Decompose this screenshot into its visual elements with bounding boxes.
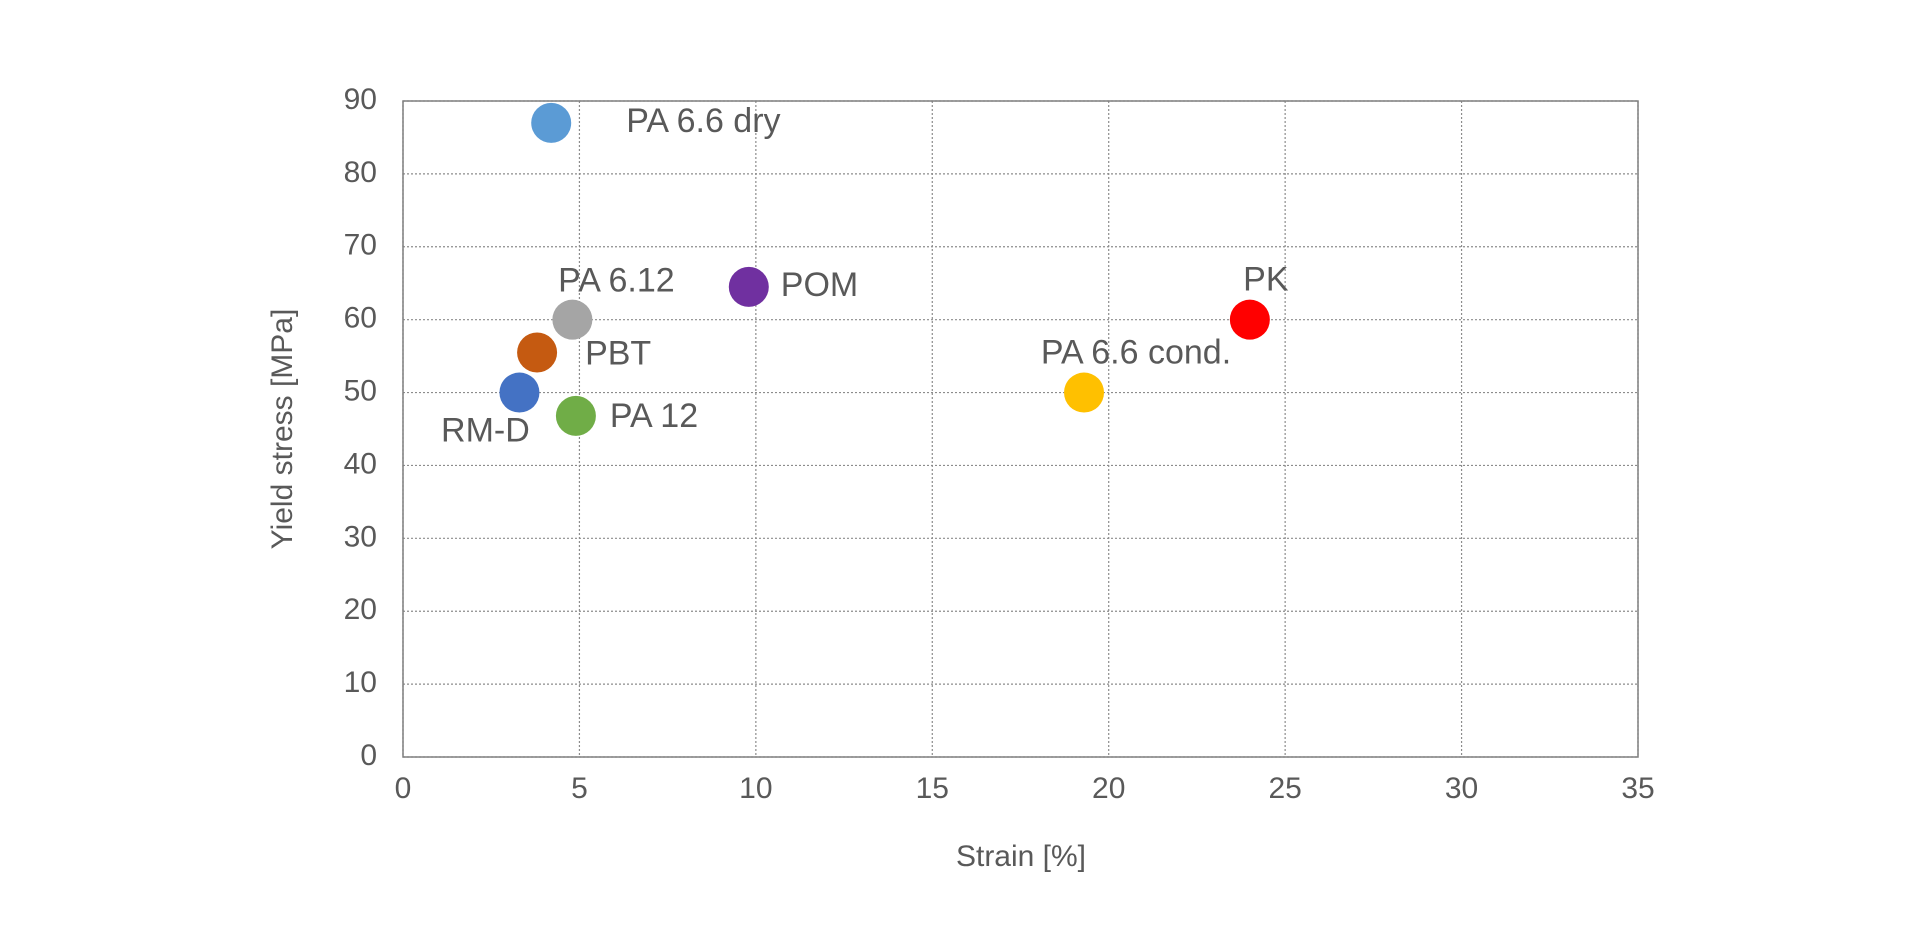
- x-axis-title: Strain [%]: [956, 840, 1086, 873]
- point: [499, 372, 540, 413]
- x-tick-label: 15: [916, 772, 949, 805]
- point: [1064, 372, 1105, 413]
- point-label: PA 12: [610, 397, 698, 435]
- y-tick-label: 70: [344, 229, 377, 262]
- y-tick-label: 50: [344, 374, 377, 407]
- point: [531, 102, 572, 143]
- y-tick-label: 10: [344, 666, 377, 699]
- x-tick-label: 0: [395, 772, 412, 805]
- point: [728, 266, 769, 307]
- x-tick-label: 5: [571, 772, 588, 805]
- point: [555, 395, 596, 436]
- y-tick-label: 80: [344, 156, 377, 189]
- y-tick-label: 0: [360, 739, 377, 772]
- point-label: PA 6.12: [558, 262, 675, 300]
- point-label: PK: [1243, 261, 1289, 299]
- point: [552, 299, 593, 340]
- y-tick-label: 30: [344, 520, 377, 553]
- point: [1229, 299, 1270, 340]
- y-tick-label: 60: [344, 302, 377, 335]
- x-tick-label: 35: [1621, 772, 1654, 805]
- point-label: PA 6.6 dry: [626, 102, 780, 140]
- plot-frame: [402, 100, 1639, 758]
- point-label: PBT: [585, 334, 651, 372]
- x-tick-label: 30: [1445, 772, 1478, 805]
- y-tick-label: 40: [344, 447, 377, 480]
- point: [517, 332, 558, 373]
- point-label: RM-D: [441, 412, 530, 450]
- y-axis-title: Yield stress [MPa]: [266, 309, 299, 550]
- y-tick-label: 20: [344, 593, 377, 626]
- y-tick-label: 90: [344, 83, 377, 116]
- x-tick-label: 20: [1092, 772, 1125, 805]
- x-tick-label: 10: [739, 772, 772, 805]
- point-label: PA 6.6 cond.: [1041, 334, 1231, 372]
- x-tick-label: 25: [1268, 772, 1301, 805]
- point-label: POM: [781, 266, 858, 304]
